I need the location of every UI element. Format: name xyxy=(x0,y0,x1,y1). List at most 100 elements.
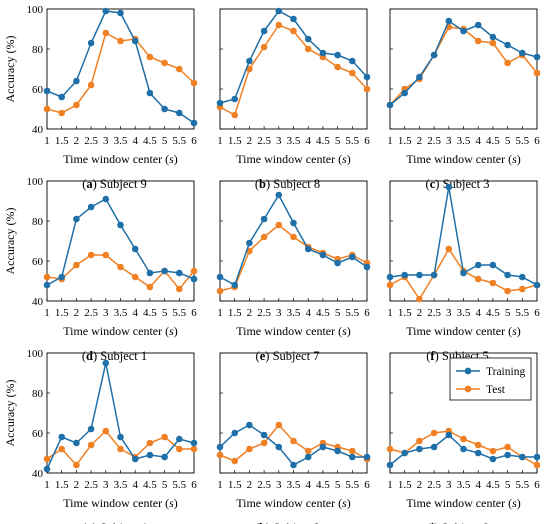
data-point-test xyxy=(161,433,168,441)
x-tick-label: 5.5 xyxy=(345,135,359,147)
panel-caption-close: ) xyxy=(93,177,100,191)
panel-caption-letter: g xyxy=(86,521,93,524)
x-tick-label: 5 xyxy=(335,307,341,319)
panel-caption-open: ( xyxy=(426,349,430,363)
data-point-training xyxy=(190,439,198,447)
panel-caption-close: ) xyxy=(435,177,442,191)
x-tick-label: 2.5 xyxy=(84,479,98,491)
data-point-training xyxy=(190,119,198,127)
y-axis-label: Accuracy (%) xyxy=(3,380,17,447)
data-point-training xyxy=(430,51,438,59)
x-tick-label: 5.5 xyxy=(172,479,186,491)
x-tick-label: 2 xyxy=(417,479,423,491)
data-point-test xyxy=(416,295,423,303)
data-point-training xyxy=(117,221,124,229)
panel-caption-open: ( xyxy=(82,521,86,524)
data-point-test xyxy=(190,79,198,87)
x-tick-label: 5 xyxy=(162,479,168,491)
data-point-test xyxy=(290,437,297,445)
x-tick-label: 4.5 xyxy=(143,479,157,491)
data-point-test xyxy=(519,285,526,293)
x-tick-label: 2 xyxy=(74,307,80,319)
x-tick-label: 1 xyxy=(387,307,393,319)
x-tick-label: 6 xyxy=(364,135,370,147)
x-tick-label: 3 xyxy=(103,479,109,491)
x-axis-label-suffix: ) xyxy=(517,324,521,338)
x-tick-label: 5.5 xyxy=(172,135,186,147)
data-point-test xyxy=(275,421,283,429)
x-tick-label: 6 xyxy=(534,479,540,491)
data-point-training xyxy=(231,429,238,437)
legend: Training Test xyxy=(449,357,532,401)
panel-caption: (b) Subject 8 xyxy=(255,177,320,191)
x-tick-label: 4 xyxy=(475,307,481,319)
data-point-training xyxy=(131,37,139,45)
y-tick-label: 40 xyxy=(32,296,44,308)
data-point-training xyxy=(290,219,297,227)
data-point-training xyxy=(401,89,409,97)
data-point-test xyxy=(246,445,253,453)
x-tick-label: 2.5 xyxy=(427,479,441,491)
data-point-training xyxy=(102,359,110,367)
panel-caption: (c) Subject 3 xyxy=(426,177,490,191)
x-tick-label: 2 xyxy=(417,307,423,319)
data-point-test xyxy=(73,261,80,269)
panel-caption-letter: a xyxy=(86,177,93,191)
x-tick-label: 4.5 xyxy=(316,135,330,147)
x-tick-label: 3.5 xyxy=(114,135,128,147)
data-point-test xyxy=(504,59,511,67)
data-point-test xyxy=(87,441,95,449)
x-tick-label: 5.5 xyxy=(172,307,186,319)
y-tick-label: 60 xyxy=(32,428,44,440)
data-point-test xyxy=(504,443,511,451)
x-axis-label-prefix: Time window center ( xyxy=(236,496,342,510)
data-point-test xyxy=(489,39,497,47)
data-point-training xyxy=(416,271,423,279)
x-tick-label: 3.5 xyxy=(114,307,128,319)
panel-b: 1 1.5 2 2.5 3 3.5 4 4.5 5 5.5 6 Time window center … xyxy=(216,7,371,191)
x-axis-label-suffix: ) xyxy=(517,496,521,510)
x-tick-label: 3 xyxy=(446,307,452,319)
data-point-test xyxy=(260,439,268,447)
x-tick-label: 2.5 xyxy=(84,307,98,319)
data-point-training xyxy=(304,245,312,253)
data-point-training xyxy=(363,263,371,271)
data-point-test xyxy=(176,285,183,293)
panels-layer: 1 1.5 2 2.5 3 3.5 4 4.5 5 5.5 6 40 60 80 100 Accuracy (… xyxy=(3,4,541,524)
data-point-test xyxy=(430,429,438,437)
panel-caption-text: Subject 2 xyxy=(273,521,320,524)
y-axis-label: Accuracy (%) xyxy=(3,208,17,275)
data-point-training xyxy=(363,73,371,81)
data-point-test xyxy=(363,85,371,93)
data-point-training xyxy=(275,7,283,15)
data-point-training xyxy=(334,447,341,455)
data-point-training xyxy=(430,271,438,279)
x-tick-label: 4 xyxy=(305,135,311,147)
y-tick-label: 40 xyxy=(32,468,44,480)
y-tick-label: 80 xyxy=(32,388,44,400)
x-axis-label-suffix: ) xyxy=(174,496,178,510)
x-axis-label-prefix: Time window center ( xyxy=(236,324,342,338)
x-tick-label: 3 xyxy=(276,479,282,491)
data-point-training xyxy=(504,451,511,459)
x-tick-label: 6 xyxy=(191,479,197,491)
panel-g: 1 1.5 2 2.5 3 3.5 4 4.5 5 5.5 6 40 60 80 100 Accuracy (… xyxy=(3,348,198,524)
data-point-test xyxy=(260,233,268,241)
data-point-training xyxy=(489,33,497,41)
x-tick-label: 4.5 xyxy=(486,135,500,147)
x-tick-label: 4.5 xyxy=(143,307,157,319)
x-tick-label: 6 xyxy=(191,135,197,147)
x-tick-label: 5.5 xyxy=(515,307,529,319)
x-tick-label: 4 xyxy=(132,307,138,319)
data-point-training xyxy=(176,435,183,443)
data-point-training xyxy=(334,51,341,59)
x-tick-label: 5 xyxy=(505,479,511,491)
data-point-training xyxy=(319,251,327,259)
series-line-training xyxy=(46,10,195,124)
data-point-test xyxy=(260,43,268,51)
axis-frame xyxy=(389,180,538,302)
x-axis-label-suffix: ) xyxy=(347,496,351,510)
x-axis-label: Time window center (s) xyxy=(63,152,178,166)
data-point-training xyxy=(533,453,541,461)
data-point-training xyxy=(430,443,438,451)
